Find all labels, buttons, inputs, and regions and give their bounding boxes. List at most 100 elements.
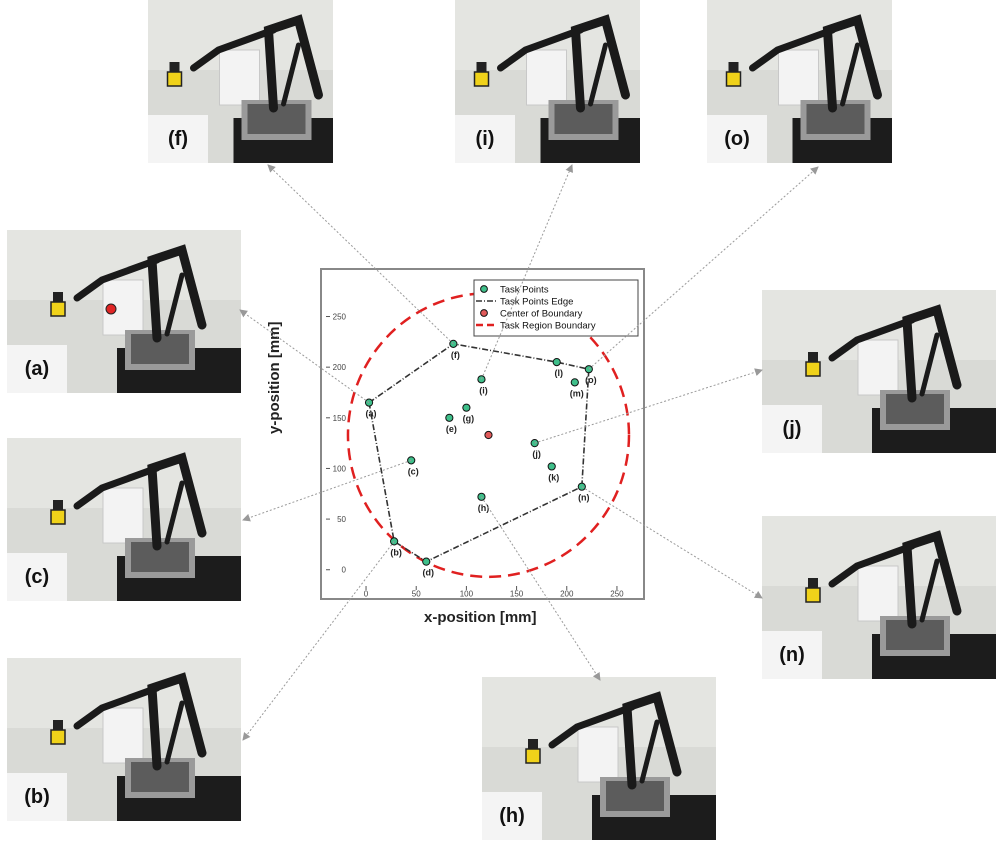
task-point-label: (h) [478, 503, 490, 513]
ticks: 0 50 100 150 200 250 0 50 100 150 200 250 [326, 313, 624, 598]
legend-entry: Task Region Boundary [500, 321, 596, 332]
robot-photo-svg [7, 438, 241, 601]
robot-photo-svg [762, 290, 996, 453]
gripper [169, 62, 180, 72]
whiteboard [102, 707, 144, 764]
whiteboard [857, 339, 899, 396]
task-point-label: (i) [479, 385, 488, 395]
arm-upper-link [147, 244, 207, 343]
robot-arm [548, 691, 682, 790]
photo-f: (f) [148, 0, 333, 163]
gripper [53, 292, 63, 302]
leader-arrow [581, 486, 763, 599]
task-points-edge [368, 343, 590, 563]
task-point [445, 413, 454, 422]
x-axis-label: x-position [mm] [424, 609, 537, 626]
arm-forearm-link [190, 26, 277, 72]
arm-upper-link [902, 530, 962, 629]
arm-support-link [164, 272, 185, 337]
task-point [462, 403, 471, 412]
arm-upper-link [822, 14, 882, 113]
x-tick-label: 100 [460, 590, 474, 598]
arm-forearm-link [828, 542, 916, 588]
task-point [552, 357, 561, 367]
y-tick-label: 250 [333, 313, 347, 322]
arm-upper-link [263, 14, 323, 113]
arm-support-link [639, 719, 660, 784]
arm-upper-link [570, 14, 630, 113]
gripper [728, 62, 739, 72]
task-point-label: (b) [390, 547, 402, 557]
robot-photo-svg [148, 0, 333, 163]
arm-forearm-link [73, 464, 161, 510]
robot-arm [497, 14, 630, 113]
photo-label: (h) [482, 792, 542, 840]
gripper [476, 62, 487, 72]
leader-arrow [267, 164, 454, 345]
robot-arm [73, 452, 207, 551]
arm-upper-link [147, 672, 207, 771]
gripper [808, 578, 818, 588]
arm-forearm-link [73, 256, 161, 302]
task-point [449, 339, 458, 348]
legend-marker-center [480, 309, 488, 317]
x-tick-label: 0 [364, 590, 369, 598]
y-tick-label: 150 [333, 414, 347, 423]
whiteboard [577, 726, 619, 783]
legend-marker-task-points [480, 285, 488, 293]
photo-label: (f) [148, 115, 208, 163]
legend-entry: Task Points Edge [500, 297, 573, 308]
photo-label: (o) [707, 115, 767, 163]
arm-support-link [164, 700, 185, 765]
arm-support-link [164, 480, 185, 545]
photo-n: (n) [762, 516, 996, 679]
robot-arm-image [482, 677, 716, 840]
leader-arrow [480, 164, 573, 380]
photo-label: (b) [7, 773, 67, 821]
robot-photo-svg [7, 658, 241, 821]
plot-svg: 0 50 100 150 200 250 0 50 100 150 200 250 (a) (b) (c) (… [326, 279, 639, 598]
legend-entry: Center of Boundary [500, 309, 583, 320]
center-of-boundary [484, 430, 493, 440]
leader-arrow [242, 459, 412, 522]
gripper [528, 739, 538, 749]
y-tick-label: 0 [342, 566, 347, 575]
task-point-label: (o) [585, 375, 597, 385]
robot-arm [190, 14, 323, 113]
arm-upper-link [902, 304, 962, 403]
whiteboard [526, 49, 567, 106]
whiteboard [857, 565, 899, 622]
photo-label: (c) [7, 553, 67, 601]
x-tick-label: 50 [412, 590, 421, 598]
photo-c: (c) [7, 438, 241, 601]
robot-photo-svg [707, 0, 892, 163]
photo-j: (j) [762, 290, 996, 453]
leader-arrow [239, 309, 370, 404]
robot-arm [828, 304, 962, 403]
task-point-label: (j) [532, 449, 541, 459]
robot-arm [73, 672, 207, 771]
leader-arrow [242, 541, 395, 741]
photo-label: (a) [7, 345, 67, 393]
task-point-label: (g) [463, 414, 475, 424]
arm-support-link [281, 42, 301, 107]
task-point-label: (f) [451, 350, 460, 360]
arm-support-link [919, 558, 940, 623]
robot-arm-image [455, 0, 640, 163]
photo-label: (j) [762, 405, 822, 453]
arm-support-link [588, 42, 608, 107]
task-point [570, 378, 579, 387]
robot-arm-image [7, 438, 241, 601]
whiteboard [102, 487, 144, 544]
robot-arm-image [707, 0, 892, 163]
task-region-boundary [346, 291, 631, 579]
target-marker [105, 303, 117, 315]
legend-entry: Task Points [500, 285, 549, 296]
task-point-label: (k) [548, 472, 559, 482]
arm-forearm-link [497, 26, 584, 72]
arm-forearm-link [548, 703, 636, 749]
y-tick-label: 200 [333, 363, 347, 372]
task-point-label: (m) [570, 388, 584, 398]
leader-arrow [534, 368, 763, 444]
gripper [53, 720, 63, 730]
